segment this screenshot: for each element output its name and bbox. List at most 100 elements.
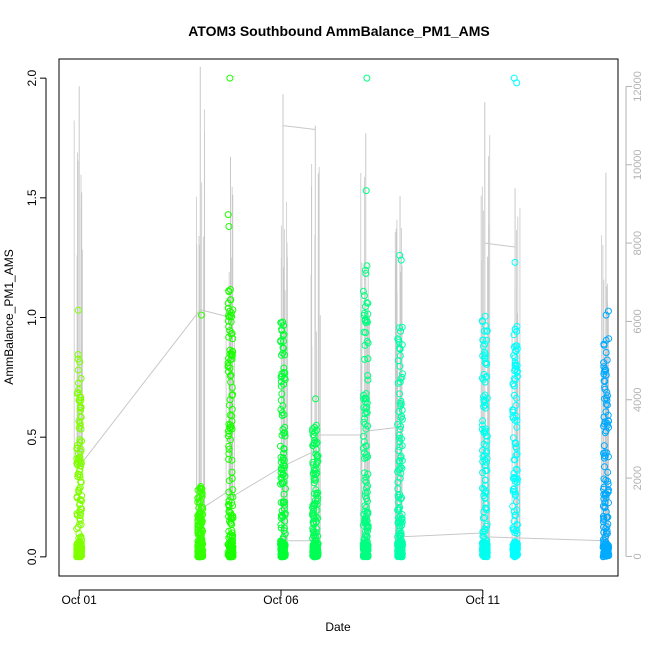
data-point [74,355,82,363]
data-point [479,421,486,429]
data-point [76,500,84,508]
data-point [397,452,405,460]
data-point [397,375,405,383]
data-point [600,442,608,450]
data-point [281,552,289,560]
data-point [509,488,517,495]
data-point [394,468,402,476]
data-point [227,318,235,326]
data-point [313,454,321,462]
data-point [482,539,490,547]
data-point [601,377,609,385]
data-point [396,438,404,446]
data-point [602,311,610,319]
data-point [364,372,372,379]
data-point [601,492,609,499]
data-point [278,390,286,398]
data-point [76,516,84,524]
data-point [228,539,236,547]
data-point [224,299,232,307]
data-point [229,306,237,314]
data-point [74,461,81,469]
data-point [396,390,403,398]
data-point [363,409,371,417]
data-point [364,376,372,384]
data-point [76,396,83,404]
data-point [398,341,406,349]
data-point [77,460,85,468]
data-point [394,553,402,561]
data-point [78,437,85,445]
data-point [363,399,371,407]
data-point [225,420,233,428]
data-point [480,403,488,410]
data-point [227,514,235,522]
data-point [509,526,517,534]
data-point [280,380,288,388]
data-point [77,496,85,504]
data-point [363,545,371,553]
data-point [363,508,371,516]
data-point [360,328,368,336]
data-point [604,453,612,461]
data-point [313,469,321,477]
data-point [74,351,82,358]
data-point [76,439,84,447]
data-point [600,483,608,491]
data-point [396,457,404,465]
data-point [279,462,287,470]
data-point [361,415,369,423]
data-point [229,391,237,399]
data-point [599,512,607,520]
data-point [362,531,369,539]
data-point [198,490,206,498]
data-point [196,492,204,500]
data-point [479,453,487,461]
data-point [313,459,321,467]
data-point [481,429,489,437]
data-point [510,74,518,82]
data-point [280,344,288,352]
data-point [509,406,517,414]
data-point [277,524,285,532]
data-point [602,400,610,408]
data-point [312,476,320,484]
data-point [362,266,369,274]
data-point [225,455,233,463]
data-point [197,542,205,550]
data-point [605,417,612,425]
data-point [227,553,235,561]
data-point [228,542,236,550]
data-point [394,519,402,527]
x-axis: Oct 01 Oct 06 Oct 11 [62,589,500,607]
data-point [397,397,405,405]
data-point [479,417,487,425]
right-y-axis: 0 2000 4000 6000 8000 10000 12000 [625,71,644,559]
data-point [229,493,237,501]
data-point [482,504,490,512]
data-point [76,436,84,444]
data-point [359,287,367,295]
data-point [227,509,235,517]
data-point [483,455,491,462]
data-point [360,418,368,426]
points-layer [73,74,613,561]
y-axis-label: AmmBalance_PM1_AMS [2,249,16,384]
data-point [75,530,83,538]
data-point [396,474,404,482]
data-point [479,514,487,522]
data-point [360,438,368,446]
y2-tick-label: 12000 [632,71,644,102]
data-point [514,372,521,380]
data-point [602,371,610,379]
data-point [226,372,234,380]
data-point [397,327,405,335]
data-point [225,223,233,230]
data-point [394,421,402,428]
data-point [509,474,517,482]
data-point [77,445,85,453]
data-point [362,303,369,311]
data-point [600,528,608,536]
x-tick-label: Oct 06 [263,593,299,607]
data-point [278,552,286,560]
